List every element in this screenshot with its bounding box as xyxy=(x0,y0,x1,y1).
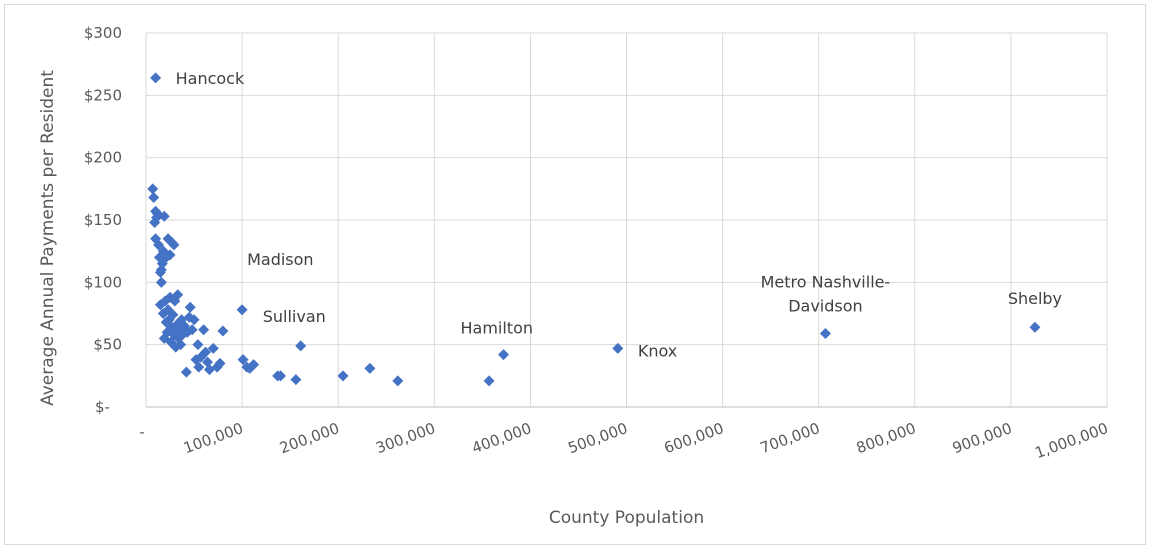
data-point xyxy=(214,357,226,369)
x-tick-label: 500,000 xyxy=(566,419,630,457)
y-tick-label: $300 xyxy=(84,24,122,42)
data-point xyxy=(236,304,248,316)
data-annotation: Hancock xyxy=(176,69,245,88)
data-point xyxy=(237,354,249,366)
data-point xyxy=(152,239,164,251)
data-point xyxy=(198,324,210,336)
y-tick-label: $100 xyxy=(84,273,122,291)
data-annotation: Knox xyxy=(638,341,677,360)
data-point xyxy=(207,342,219,354)
y-tick-label: $50 xyxy=(93,336,122,354)
data-point xyxy=(217,325,229,337)
data-point xyxy=(175,339,187,351)
x-tick-label: 100,000 xyxy=(181,419,245,457)
x-tick-label: 200,000 xyxy=(277,419,341,457)
data-point xyxy=(184,301,196,313)
data-point xyxy=(192,339,204,351)
data-point xyxy=(164,249,176,261)
data-point xyxy=(148,192,160,204)
data-annotation: Davidson xyxy=(788,296,862,315)
y-tick-label: $- xyxy=(95,398,110,416)
data-point xyxy=(497,349,509,361)
data-point xyxy=(483,375,495,387)
data-point xyxy=(180,366,192,378)
x-tick-label: - xyxy=(139,423,144,441)
data-point xyxy=(290,374,302,386)
data-point xyxy=(200,346,212,358)
data-point xyxy=(155,276,167,288)
x-tick-label: 900,000 xyxy=(950,419,1014,457)
data-point xyxy=(392,375,404,387)
y-tick-label: $250 xyxy=(84,86,122,104)
data-point xyxy=(248,359,260,371)
data-point xyxy=(819,327,831,339)
data-annotation: Shelby xyxy=(1008,289,1062,308)
data-point xyxy=(193,361,205,373)
chart-frame xyxy=(4,4,1146,545)
data-point xyxy=(186,324,198,336)
y-axis-title: Average Annual Payments per Resident xyxy=(38,70,58,406)
data-point xyxy=(158,210,170,222)
data-annotation: Hamilton xyxy=(460,319,533,338)
data-point xyxy=(168,239,180,251)
data-annotation: Madison xyxy=(247,250,313,269)
x-tick-label: 600,000 xyxy=(662,419,726,457)
data-point xyxy=(1029,321,1041,333)
data-point xyxy=(167,309,179,321)
data-point xyxy=(202,356,214,368)
x-tick-label: 300,000 xyxy=(373,419,437,457)
x-tick-label: 1,000,000 xyxy=(1033,419,1111,462)
data-point xyxy=(364,362,376,374)
data-point xyxy=(150,72,162,84)
data-point xyxy=(275,370,287,382)
data-annotation: Sullivan xyxy=(263,307,326,326)
data-point xyxy=(172,289,184,301)
y-tick-label: $150 xyxy=(84,211,122,229)
data-point xyxy=(612,342,624,354)
y-tick-label: $200 xyxy=(84,149,122,167)
x-axis-title: County Population xyxy=(549,508,704,528)
x-tick-label: 700,000 xyxy=(758,419,822,457)
data-point xyxy=(188,314,200,326)
x-tick-label: 400,000 xyxy=(469,419,533,457)
data-point xyxy=(337,370,349,382)
data-annotation: Metro Nashville- xyxy=(761,272,891,291)
x-tick-label: 800,000 xyxy=(854,419,918,457)
data-point xyxy=(147,183,159,195)
data-point xyxy=(295,340,307,352)
data-point xyxy=(155,264,167,276)
